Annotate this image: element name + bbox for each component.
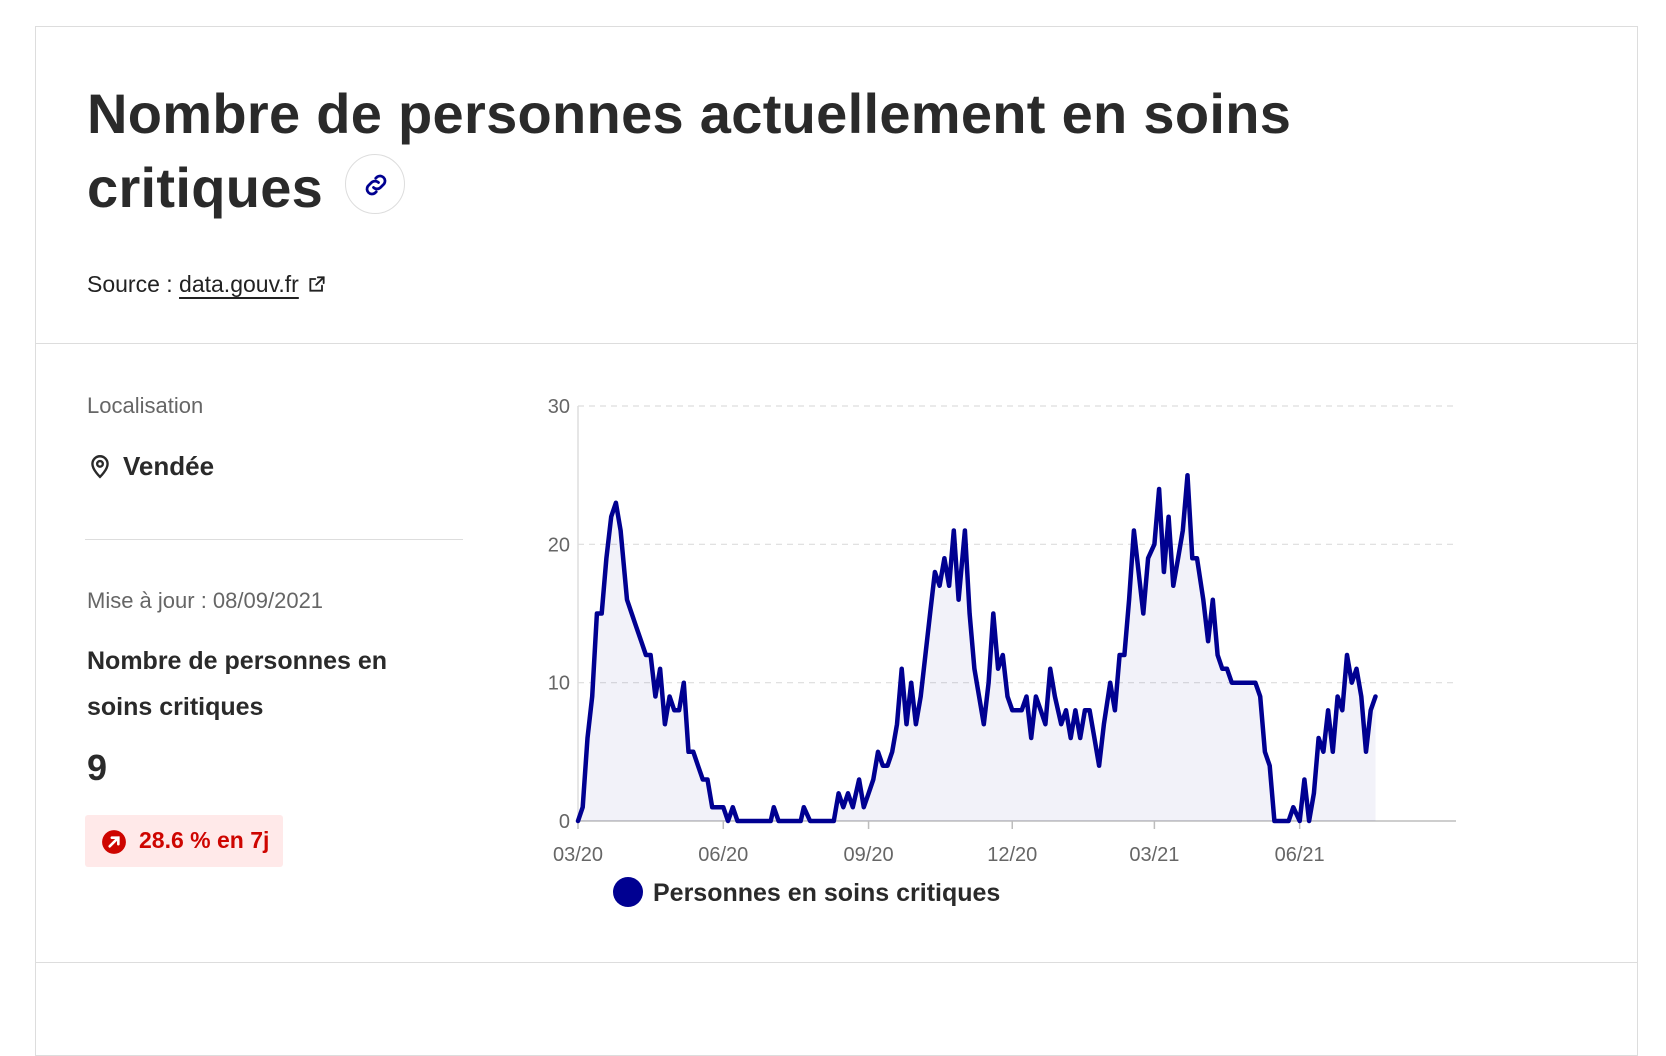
series-line (575, 472, 1378, 824)
series-area (578, 475, 1376, 821)
y-tick-label: 20 (548, 534, 570, 556)
arrow-up-right-icon (102, 830, 126, 854)
trend-badge: 28.6 % en 7j (85, 815, 283, 867)
chart-legend: Personnes en soins critiques (613, 877, 1001, 909)
location-name: Vendée (123, 451, 215, 481)
x-tick-label: 09/20 (844, 844, 894, 866)
update-date: Mise à jour : 08/09/2021 (87, 588, 324, 613)
page-title: Nombre de personnes actuellement en soin… (87, 77, 1337, 225)
map-pin-icon (91, 455, 109, 479)
y-tick-label: 30 (548, 396, 570, 418)
source-link[interactable]: data.gouv.fr (179, 271, 327, 297)
external-link-icon (309, 276, 325, 292)
y-tick-label: 0 (559, 811, 570, 833)
divider (85, 539, 463, 540)
location-value: Vendée (87, 451, 214, 482)
metric-value: 9 (87, 747, 108, 788)
x-tick-label: 06/21 (1275, 844, 1325, 866)
trend-text: 28.6 % en 7j (139, 827, 270, 853)
x-tick-label: 03/21 (1129, 844, 1179, 866)
source-prefix: Source : (87, 271, 180, 297)
link-icon (365, 174, 387, 196)
legend-marker (613, 877, 643, 908)
copy-link-button[interactable] (345, 154, 406, 215)
legend-label: Personnes en soins critiques (653, 879, 1001, 907)
source-link-text: data.gouv.fr (179, 271, 299, 297)
metric-name: Nombre de personnes en soins critiques (87, 647, 388, 721)
card-header: Nombre de personnes actuellement en soin… (36, 27, 1637, 344)
page-title-text: Nombre de personnes actuellement en soin… (87, 82, 1292, 219)
x-tick-label: 12/20 (987, 844, 1037, 866)
x-tick-label: 03/20 (553, 844, 603, 866)
y-tick-label: 10 (548, 673, 570, 695)
source-line: Source : data.gouv.fr (87, 271, 327, 298)
bottom-divider (36, 962, 1637, 963)
area-chart: 0 10 20 30 03/20 06/20 09/20 12/20 03/21 06/21 (548, 396, 1456, 866)
location-label: Localisation (87, 393, 204, 418)
chart-card: Nombre de personnes actuellement en soin… (35, 26, 1638, 1056)
x-tick-label: 06/20 (698, 844, 748, 866)
